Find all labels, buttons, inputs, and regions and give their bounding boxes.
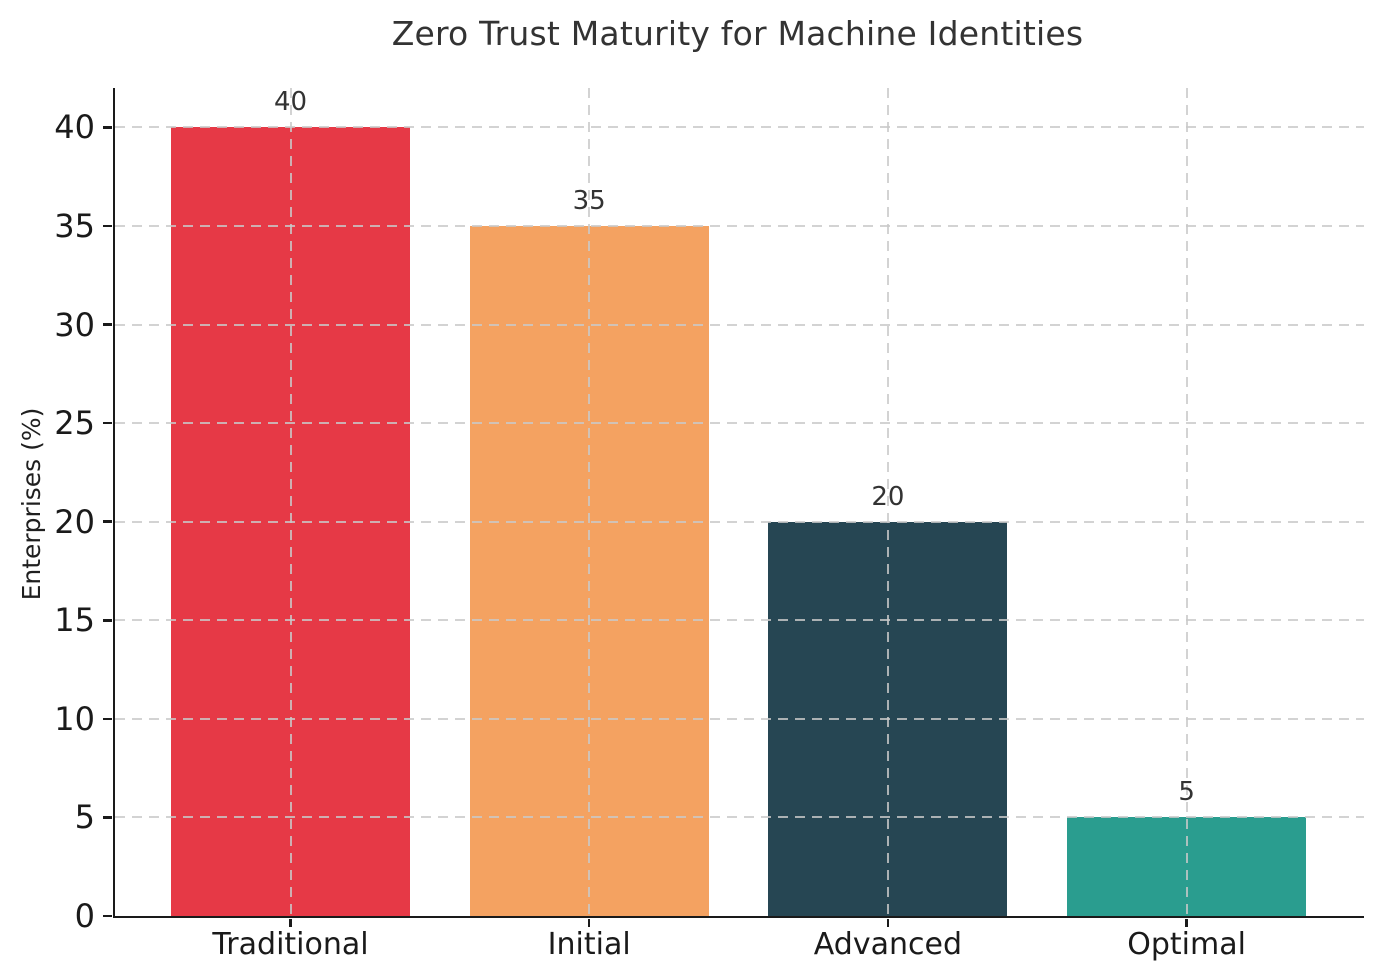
y-tick-mark-25	[103, 421, 112, 425]
y-tick-label-5: 5	[74, 798, 95, 837]
h-gridline-35	[115, 225, 1364, 227]
y-tick-mark-5	[103, 816, 112, 819]
y-tick-mark-10	[103, 717, 112, 721]
h-gridline-25	[115, 422, 1364, 425]
h-gridline-20	[115, 520, 1364, 523]
plot-area: 0 5 10 15 20 25 30 35 40 40 Traditional 35 Initial 20…	[54, 87, 1364, 962]
y-tick-mark-40	[103, 126, 112, 129]
v-gridline-advanced	[886, 88, 889, 916]
x-tick-label-advanced: Advanced	[813, 927, 962, 962]
x-tick-mark-traditional	[289, 919, 292, 927]
x-tick-label-traditional: Traditional	[212, 927, 369, 962]
bar-value-label-advanced: 20	[871, 481, 905, 512]
y-tick-mark-30	[103, 323, 112, 326]
x-tick-mark-initial	[587, 919, 591, 927]
bar-value-label-traditional: 40	[273, 87, 308, 118]
y-tick-label-10: 10	[54, 699, 95, 738]
h-gridline-30	[115, 323, 1364, 326]
h-gridline-40	[115, 126, 1364, 129]
h-gridline-15	[115, 619, 1364, 622]
y-tick-mark-35	[103, 224, 112, 228]
x-tick-mark-advanced	[886, 919, 890, 927]
bar-value-label-optimal: 5	[1178, 777, 1195, 808]
y-tick-mark-15	[103, 619, 112, 622]
y-tick-label-15: 15	[54, 601, 95, 640]
v-gridline-optimal	[1185, 88, 1188, 916]
chart-title: Zero Trust Maturity for Machine Identiti…	[391, 14, 1084, 53]
y-tick-label-40: 40	[54, 108, 95, 147]
y-tick-label-30: 30	[54, 305, 95, 344]
x-tick-label-initial: Initial	[547, 927, 631, 962]
x-tick-mark-optimal	[1185, 919, 1188, 927]
y-tick-label-0: 0	[74, 897, 95, 935]
y-tick-label-35: 35	[54, 207, 95, 245]
y-tick-mark-0	[103, 914, 112, 918]
y-tick-mark-20	[103, 520, 112, 523]
bar-value-label-initial: 35	[572, 186, 606, 216]
y-tick-label-25: 25	[54, 404, 95, 443]
v-gridline-initial	[588, 88, 591, 916]
x-tick-label-optimal: Optimal	[1127, 927, 1246, 962]
h-gridline-10	[115, 717, 1364, 720]
y-tick-label-20: 20	[54, 502, 95, 541]
v-gridline-traditional	[289, 88, 292, 916]
h-gridline-5	[115, 816, 1364, 819]
